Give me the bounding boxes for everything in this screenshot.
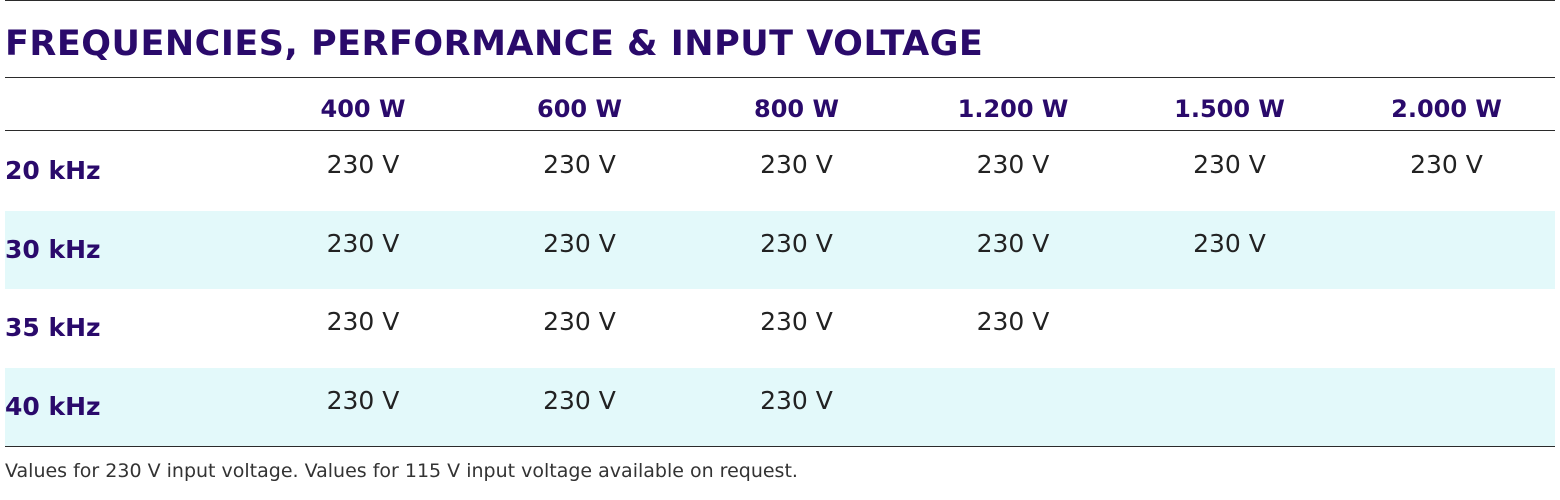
column-header: 2.000 W bbox=[1391, 95, 1502, 123]
column-header: 600 W bbox=[537, 95, 622, 123]
table-cell: 230 V bbox=[326, 385, 400, 415]
top-rule bbox=[5, 0, 1555, 1]
table-cell: 230 V bbox=[760, 385, 833, 415]
table-cell: 230 V bbox=[760, 228, 833, 258]
row-label: 40 kHz bbox=[5, 391, 101, 421]
table-cell: 230 V bbox=[976, 307, 1050, 336]
table-cell: 230 V bbox=[543, 228, 616, 258]
table-cell: 230 V bbox=[543, 385, 616, 415]
table-cell: 230 V bbox=[326, 307, 400, 336]
column-header: 1.500 W bbox=[1174, 95, 1285, 123]
header-rule bbox=[5, 130, 1555, 131]
column-header: 800 W bbox=[754, 95, 839, 123]
table-cell: 230 V bbox=[1410, 150, 1483, 179]
title-rule bbox=[5, 77, 1555, 78]
bottom-rule bbox=[5, 446, 1555, 447]
table-cell: 230 V bbox=[760, 307, 833, 336]
table-row: 30 kHz 230 V 230 V 230 V 230 V 230 V bbox=[5, 210, 1555, 289]
table-cell: 230 V bbox=[543, 307, 616, 336]
table-cell: 230 V bbox=[1193, 228, 1266, 258]
table-header-row: 400 W 600 W 800 W 1.200 W 1.500 W 2.000 … bbox=[5, 78, 1555, 130]
table-cell: 230 V bbox=[760, 150, 833, 179]
column-header: 400 W bbox=[320, 95, 406, 123]
column-header: 1.200 W bbox=[957, 95, 1069, 123]
footnote: Values for 230 V input voltage. Values f… bbox=[5, 460, 798, 482]
table-row: 35 kHz 230 V 230 V 230 V 230 V bbox=[5, 289, 1555, 368]
row-label: 30 kHz bbox=[5, 234, 101, 264]
table-body: 20 kHz 230 V 230 V 230 V 230 V 230 V 230… bbox=[5, 132, 1555, 446]
table-cell: 230 V bbox=[326, 150, 400, 179]
row-label: 20 kHz bbox=[5, 156, 101, 185]
table-cell: 230 V bbox=[1193, 150, 1266, 179]
table-cell: 230 V bbox=[543, 150, 616, 179]
table-cell: 230 V bbox=[976, 150, 1050, 179]
table-row: 40 kHz 230 V 230 V 230 V bbox=[5, 367, 1555, 446]
table-cell: 230 V bbox=[326, 228, 400, 258]
table-row: 20 kHz 230 V 230 V 230 V 230 V 230 V 230… bbox=[5, 132, 1555, 211]
row-label: 35 kHz bbox=[5, 313, 101, 342]
page-title: FREQUENCIES, PERFORMANCE & INPUT VOLTAGE bbox=[5, 24, 984, 64]
table-cell: 230 V bbox=[976, 228, 1050, 258]
